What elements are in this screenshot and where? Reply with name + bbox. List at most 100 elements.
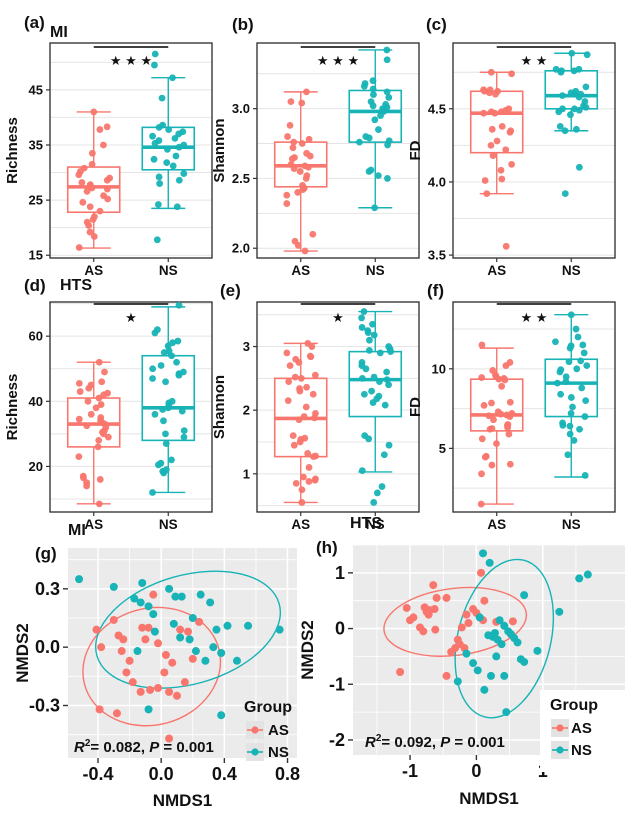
data-point [283, 200, 291, 207]
data-point [369, 399, 377, 406]
significance-stars: ★ [125, 310, 137, 325]
data-point [275, 625, 284, 634]
tspan: = 0.001 [159, 739, 214, 756]
data-point [75, 575, 84, 584]
data-point [112, 709, 121, 718]
panel-title-hts: HTS [60, 277, 92, 294]
significance-stars: ★ ★ ★ [110, 53, 152, 68]
data-point [457, 623, 466, 632]
data-point [572, 325, 580, 333]
y-tick-label: -0.3 [29, 696, 60, 716]
data-point [79, 198, 87, 206]
data-point [109, 615, 118, 624]
data-point [381, 401, 389, 409]
data-point [309, 230, 317, 238]
boxplot-mi-richness: 15 25 35 45 Richness AS NS ★ ★ ★ [4, 42, 213, 278]
data-point [442, 593, 451, 602]
x-tick-label: AS [84, 517, 103, 532]
data-point [180, 433, 188, 441]
y-tick-label: 10 [432, 361, 446, 376]
y-axis-title: FD [407, 140, 424, 160]
data-point [385, 441, 393, 449]
data-point [173, 358, 180, 366]
data-point [150, 155, 158, 163]
data-point [160, 469, 168, 477]
data-point [305, 464, 313, 471]
data-point [575, 93, 583, 101]
data-point [371, 116, 379, 124]
data-point [480, 109, 488, 117]
panel-label-d: (d) [24, 276, 46, 295]
y-tick-label: -2 [329, 730, 345, 750]
data-point [146, 685, 155, 694]
data-point [160, 349, 168, 356]
data-point [575, 106, 583, 114]
data-point [488, 461, 496, 469]
data-point [572, 125, 580, 133]
data-point [296, 387, 304, 395]
data-point [294, 188, 302, 196]
data-point [431, 625, 440, 634]
data-point [582, 397, 590, 405]
data-point [561, 190, 569, 198]
data-point [291, 373, 299, 381]
data-point [580, 349, 588, 357]
data-point [478, 470, 485, 478]
data-point [212, 625, 221, 634]
data-point [169, 74, 176, 82]
data-point [311, 371, 319, 379]
data-point [155, 123, 163, 131]
data-point [156, 180, 164, 187]
data-point [501, 376, 509, 384]
panel-label-c: (c) [426, 15, 447, 34]
data-point [396, 668, 405, 677]
x-tick-label: 0.0 [149, 764, 174, 784]
y-tick-label: 4.5 [428, 101, 446, 116]
data-point [508, 70, 515, 78]
data-point [566, 430, 574, 438]
data-point [504, 424, 512, 432]
data-point [284, 397, 292, 405]
x-tick-label: NS [159, 263, 178, 278]
panel-label-f: (f) [427, 281, 444, 300]
data-point [487, 141, 495, 149]
data-point [117, 647, 126, 656]
data-point [506, 128, 514, 136]
tspan: = 0.082, [90, 739, 149, 756]
data-point [562, 378, 570, 385]
data-point [309, 390, 317, 398]
data-point [498, 382, 506, 390]
data-point [153, 236, 161, 244]
data-point [154, 201, 162, 208]
data-point [303, 383, 310, 391]
data-point [138, 623, 147, 632]
y-axis-title: Richness [4, 117, 21, 184]
y-tick-label: 40 [29, 394, 43, 409]
data-point [378, 483, 386, 490]
data-point [95, 358, 103, 366]
data-point [168, 658, 177, 667]
data-point [402, 603, 411, 612]
data-point [462, 649, 471, 658]
data-point [87, 410, 95, 418]
y-axis-title: FD [407, 397, 424, 417]
data-point [149, 610, 158, 619]
tspan: 2 [85, 738, 91, 749]
data-point [201, 656, 210, 665]
data-point [374, 172, 382, 180]
data-point [360, 82, 368, 90]
legend-entry-label: AS [571, 720, 592, 737]
data-point [171, 592, 180, 601]
data-point [370, 91, 377, 99]
legend-title: Group [550, 697, 598, 714]
data-point [489, 152, 497, 160]
data-point [492, 90, 499, 98]
data-point [383, 88, 391, 96]
panel-label-e: (e) [220, 281, 241, 300]
data-point [311, 414, 318, 422]
data-point [159, 406, 167, 413]
data-point [447, 647, 456, 656]
data-point [573, 365, 581, 373]
data-point [383, 368, 391, 376]
data-point [96, 126, 104, 133]
